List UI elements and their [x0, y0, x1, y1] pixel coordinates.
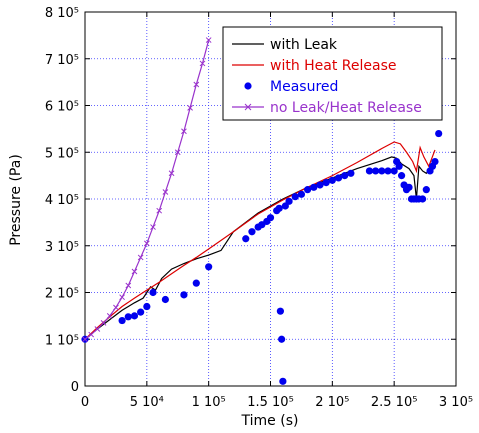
data-point	[285, 197, 293, 205]
legend-label: with Leak	[270, 37, 338, 53]
data-point	[365, 167, 374, 175]
series-marker	[125, 282, 132, 289]
data-point	[266, 214, 275, 222]
data-point	[149, 288, 157, 297]
series-marker	[174, 149, 181, 156]
x-tick-label: 2.5 10⁵	[371, 395, 418, 410]
data-point	[341, 172, 349, 180]
y-tick-label: 1 10⁵	[45, 333, 79, 348]
data-point	[397, 172, 406, 180]
series-marker	[168, 170, 175, 177]
data-point	[395, 162, 403, 170]
legend: with Leak with Heat Release Measured no Lea…	[222, 26, 443, 121]
series-marker	[100, 320, 107, 326]
series-marker	[94, 326, 101, 332]
data-point	[143, 302, 151, 311]
data-point	[328, 176, 336, 184]
series-layer	[81, 37, 443, 385]
data-point	[435, 129, 443, 138]
data-point	[192, 279, 200, 287]
data-point	[384, 167, 392, 175]
data-point	[124, 313, 132, 321]
series-marker	[205, 37, 212, 43]
data-point	[161, 295, 169, 304]
data-point	[419, 195, 427, 203]
data-point	[422, 186, 430, 194]
data-point	[205, 263, 213, 271]
x-tick-label: 3 10⁵	[439, 395, 473, 410]
y-tick-label: 4 10⁵	[45, 193, 79, 208]
series-line	[84, 156, 438, 340]
y-axis-label: Pressure (Pa)	[8, 154, 24, 246]
y-tick-label: 8 10⁵	[45, 6, 79, 21]
series-marker	[106, 313, 113, 319]
data-point	[322, 179, 330, 187]
series-marker	[162, 189, 169, 195]
y-tick-label: 0	[71, 380, 79, 395]
series-line	[84, 141, 436, 340]
x-tick-label: 2 10⁵	[315, 395, 349, 410]
data-point	[180, 291, 188, 299]
legend-symbol	[244, 82, 252, 90]
legend-label: with Heat Release	[270, 58, 397, 74]
y-tick-label: 5 10⁵	[45, 146, 79, 161]
x-axis-label: Time (s)	[241, 413, 299, 429]
series-with-leak	[84, 156, 438, 340]
data-point	[347, 169, 355, 177]
legend-marker	[244, 82, 252, 90]
ticks: 0 5 10⁴ 1 10⁵ 1.5 10⁵ 2 10⁵ 2.5 10⁵ 3 10⁵ 0 1 10…	[45, 6, 473, 410]
y-tick-label: 2 10⁵	[45, 287, 79, 302]
data-point	[431, 158, 439, 166]
series-marker	[143, 240, 150, 247]
data-point	[378, 167, 386, 175]
series-with-heat-release	[84, 141, 436, 340]
series-marker	[119, 294, 125, 301]
data-point	[130, 312, 139, 320]
series-no-leak-heat-release	[82, 37, 212, 343]
data-point	[316, 181, 324, 189]
series-marker	[113, 304, 119, 311]
series-marker	[181, 128, 187, 135]
series-marker	[193, 81, 200, 88]
data-point	[278, 335, 286, 343]
series-marker	[199, 60, 206, 67]
series-marker	[82, 336, 88, 343]
y-tick-label: 6 10⁵	[45, 100, 79, 115]
legend-box	[222, 26, 443, 121]
y-tick-label: 3 10⁵	[45, 240, 79, 255]
data-point	[137, 308, 145, 316]
data-point	[405, 183, 413, 191]
series-marker	[150, 224, 156, 230]
data-point	[276, 307, 284, 315]
series-marker	[131, 268, 138, 275]
series-marker	[187, 104, 193, 111]
data-point	[390, 167, 398, 175]
data-point	[291, 193, 299, 201]
series-marker	[137, 254, 144, 261]
legend-label: Measured	[270, 79, 338, 95]
data-point	[248, 228, 256, 236]
data-point	[242, 235, 250, 243]
x-tick-label: 1 10⁵	[192, 395, 226, 410]
data-point	[304, 186, 312, 194]
data-point	[275, 204, 283, 212]
series-marker	[156, 207, 163, 214]
data-point	[372, 167, 380, 175]
series-marker	[88, 331, 95, 338]
series-marker	[244, 103, 252, 111]
y-tick-label: 7 10⁵	[45, 53, 79, 68]
data-point	[310, 183, 318, 191]
data-point	[334, 174, 343, 182]
data-point	[279, 377, 287, 385]
legend-symbol	[232, 103, 264, 111]
series-measured	[81, 129, 443, 385]
x-tick-label: 5 10⁴	[130, 395, 164, 410]
data-point	[118, 316, 126, 325]
x-tick-label: 0	[81, 395, 89, 410]
x-tick-label: 1.5 10⁵	[247, 395, 294, 410]
data-point	[297, 190, 306, 198]
legend-label: no Leak/Heat Release	[270, 100, 422, 116]
